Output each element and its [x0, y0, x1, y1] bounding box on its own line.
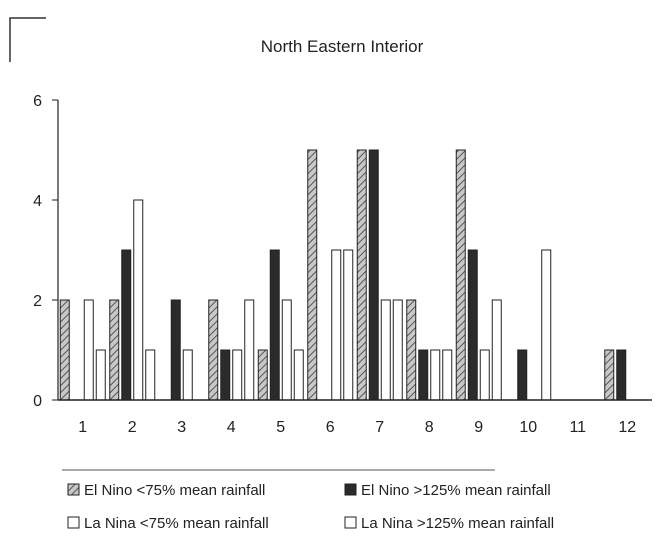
- bar-series-1-month-8: [406, 299, 417, 401]
- x-tick-label: 3: [177, 419, 186, 436]
- bar-series-3-month-1: [83, 299, 94, 401]
- bar-series-3-month-3: [182, 349, 193, 401]
- x-tick-label: 1: [78, 419, 87, 436]
- bar-series-3-month-6: [331, 249, 342, 401]
- bar-series-4-month-5: [293, 349, 304, 401]
- bar-series-4-month-4: [244, 299, 255, 401]
- bar-series-2-month-12: [616, 349, 627, 401]
- bar-series-3-month-2: [133, 199, 144, 401]
- x-tick-label: 12: [618, 419, 636, 436]
- bar-series-3-month-9: [479, 349, 490, 401]
- bar-series-2-month-4: [220, 349, 231, 401]
- legend-swatch: [344, 483, 357, 496]
- legend-swatch: [67, 516, 80, 529]
- legend-label: El Nino >125% mean rainfall: [361, 482, 551, 499]
- x-tick-label: 2: [128, 419, 137, 436]
- bar-series-2-month-2: [121, 249, 132, 401]
- bar-series-4-month-9: [491, 299, 502, 401]
- x-tick-label: 9: [474, 419, 483, 436]
- legend: El Nino <75% mean rainfall El Nino >125% …: [67, 482, 554, 532]
- bar-series-1-month-9: [455, 149, 466, 401]
- chart-title: North Eastern Interior: [261, 37, 424, 56]
- bar-series-2-month-9: [467, 249, 478, 401]
- bar-series-1-month-12: [604, 349, 615, 401]
- y-tick-label: 6: [33, 93, 42, 110]
- y-tick-label: 0: [33, 393, 42, 410]
- bar-series-1-month-7: [356, 149, 367, 401]
- bar-series-2-month-10: [517, 349, 528, 401]
- bar-series-4-month-7: [392, 299, 403, 401]
- x-tick-label: 11: [569, 419, 586, 436]
- bar-series-3-month-5: [281, 299, 292, 401]
- bar-series-3-month-8: [430, 349, 441, 401]
- bar-series-2-month-8: [418, 349, 429, 401]
- x-tick-label: 6: [326, 419, 335, 436]
- y-tick-label: 4: [33, 193, 42, 210]
- bar-series-1-month-4: [208, 299, 219, 401]
- bar-series-1-month-1: [59, 299, 70, 401]
- x-tick-label: 10: [519, 419, 537, 436]
- bar-series-2-month-5: [269, 249, 280, 401]
- legend-label: La Nina <75% mean rainfall: [84, 515, 269, 532]
- x-tick-label: 8: [425, 419, 434, 436]
- bar-series-4-month-2: [145, 349, 156, 401]
- legend-label: El Nino <75% mean rainfall: [84, 482, 265, 499]
- legend-label: La Nina >125% mean rainfall: [361, 515, 554, 532]
- legend-swatch: [67, 483, 80, 496]
- bar-series-3-month-7: [380, 299, 391, 401]
- x-tick-label: 4: [227, 419, 236, 436]
- frame-corner: [9, 17, 46, 62]
- y-axis: 0 2 4 6: [33, 93, 58, 410]
- bar-series-2-month-7: [368, 149, 379, 401]
- bar-series-4-month-6: [343, 249, 354, 401]
- bar-series-1-month-5: [257, 349, 268, 401]
- bar-series-4-month-8: [442, 349, 453, 401]
- bar-series-2-month-3: [170, 299, 181, 401]
- legend-swatch: [344, 516, 357, 529]
- bar-series-3-month-4: [232, 349, 243, 401]
- x-tick-label: 5: [276, 419, 285, 436]
- x-tick-label: 7: [375, 419, 384, 436]
- bar-series-1-month-2: [109, 299, 120, 401]
- bar-series-4-month-10: [541, 249, 552, 401]
- bar-series-4-month-1: [95, 349, 106, 401]
- bars: [59, 149, 627, 401]
- bar-series-1-month-6: [307, 149, 318, 401]
- x-axis: 1 2 3 4 5 6 7 8 9 10 11 12: [78, 419, 636, 436]
- y-tick-label: 2: [33, 293, 42, 310]
